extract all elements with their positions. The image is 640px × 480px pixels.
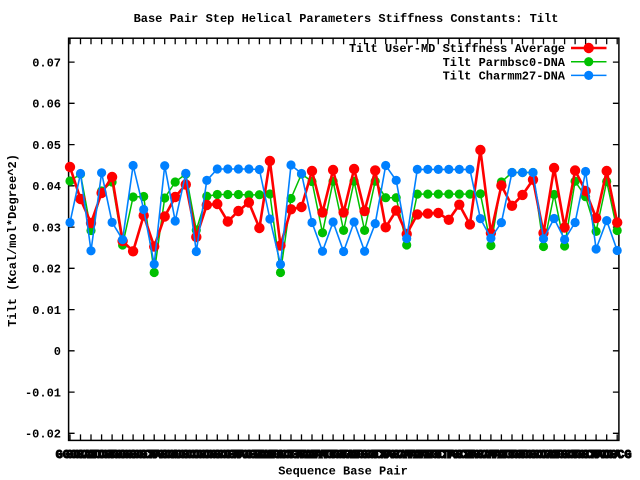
svg-text:CCGG: CCGG: [98, 448, 127, 462]
svg-text:AATT: AATT: [487, 448, 516, 462]
svg-text:GTAC: GTAC: [455, 448, 484, 462]
svg-text:CCGG: CCGG: [329, 448, 358, 462]
svg-text:CTAG: CTAG: [224, 448, 253, 462]
svg-text:0.01: 0.01: [32, 304, 61, 318]
svg-text:TCGA: TCGA: [592, 448, 622, 462]
svg-text:0.07: 0.07: [32, 56, 61, 70]
svg-text:GTAC: GTAC: [582, 448, 611, 462]
svg-text:CGCG: CGCG: [203, 448, 232, 462]
svg-text:ACGT: ACGT: [319, 448, 348, 462]
svg-text:-0.02: -0.02: [25, 428, 61, 442]
svg-text:GATC: GATC: [476, 448, 505, 462]
svg-text:AGCT: AGCT: [550, 448, 579, 462]
svg-text:GGCC: GGCC: [361, 448, 390, 462]
svg-text:CGCG: CGCG: [603, 448, 632, 462]
svg-text:CTAG: CTAG: [245, 448, 274, 462]
svg-text:0.03: 0.03: [32, 221, 61, 235]
svg-text:AGCT: AGCT: [424, 448, 453, 462]
svg-text:GCGC: GCGC: [277, 448, 306, 462]
svg-text:CATG: CATG: [340, 448, 369, 462]
svg-text:0.04: 0.04: [32, 180, 61, 194]
svg-text:AATT: AATT: [403, 448, 432, 462]
svg-text:CCGG: CCGG: [192, 448, 221, 462]
svg-text:0.05: 0.05: [32, 139, 61, 153]
svg-text:GGCC: GGCC: [171, 448, 200, 462]
svg-text:AATT: AATT: [413, 448, 442, 462]
svg-text:GGCC: GGCC: [129, 448, 158, 462]
svg-text:0.02: 0.02: [32, 263, 61, 277]
svg-text:CCGG: CCGG: [108, 448, 137, 462]
svg-text:CATG: CATG: [540, 448, 569, 462]
svg-text:0: 0: [54, 345, 61, 359]
svg-text:AGCT: AGCT: [350, 448, 379, 462]
svg-text:GATC: GATC: [77, 448, 106, 462]
svg-text:AATT: AATT: [308, 448, 337, 462]
svg-text:TCGA: TCGA: [234, 448, 264, 462]
svg-text:GGCC: GGCC: [519, 448, 548, 462]
svg-text:GTAC: GTAC: [371, 448, 400, 462]
svg-text:GATC: GATC: [392, 448, 421, 462]
svg-text:GCGC: GCGC: [561, 448, 590, 462]
svg-text:GCGC: GCGC: [529, 448, 558, 462]
svg-text:GTAC: GTAC: [434, 448, 463, 462]
svg-text:GGCC: GGCC: [66, 448, 95, 462]
svg-text:TGCA: TGCA: [445, 448, 475, 462]
svg-text:TATA: TATA: [255, 448, 285, 462]
svg-text:Tilt Charmm27-DNA: Tilt Charmm27-DNA: [443, 70, 566, 84]
svg-text:GCGC: GCGC: [182, 448, 211, 462]
svg-text:Sequence Base Pair: Sequence Base Pair: [278, 465, 408, 479]
svg-text:TATA: TATA: [298, 448, 328, 462]
svg-text:GGCC: GGCC: [56, 448, 85, 462]
svg-text:TGCA: TGCA: [150, 448, 180, 462]
svg-text:TGCA: TGCA: [382, 448, 412, 462]
svg-text:GGCC: GGCC: [161, 448, 190, 462]
svg-text:0.06: 0.06: [32, 98, 61, 112]
svg-text:TGCA: TGCA: [466, 448, 496, 462]
svg-text:Tilt (Kcal/mol*Degree^2): Tilt (Kcal/mol*Degree^2): [6, 154, 20, 327]
svg-text:CTAG: CTAG: [287, 448, 316, 462]
svg-text:GCGC: GCGC: [213, 448, 242, 462]
svg-text:CGCG: CGCG: [119, 448, 148, 462]
svg-text:GTAC: GTAC: [140, 448, 169, 462]
svg-text:Base Pair Step Helical Paramet: Base Pair Step Helical Parameters Stiffn…: [134, 12, 559, 26]
svg-text:ACGT: ACGT: [498, 448, 527, 462]
svg-text:Tilt Parmbsc0-DNA: Tilt Parmbsc0-DNA: [443, 56, 566, 70]
svg-text:CGCG: CGCG: [571, 448, 600, 462]
svg-text:ACGT: ACGT: [87, 448, 116, 462]
svg-text:Tilt User-MD Stiffness Average: Tilt User-MD Stiffness Average: [349, 42, 565, 56]
svg-text:CGCG: CGCG: [508, 448, 537, 462]
svg-text:AGCT: AGCT: [266, 448, 295, 462]
svg-text:-0.01: -0.01: [25, 386, 61, 400]
